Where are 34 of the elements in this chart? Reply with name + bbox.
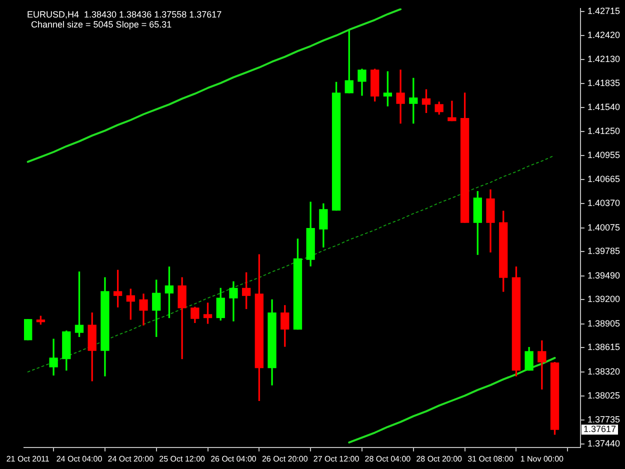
- y-tick-label: 1.39490: [587, 270, 620, 280]
- y-tick-label: 1.39785: [587, 246, 620, 256]
- y-tick-label: 1.40370: [587, 198, 620, 208]
- x-tick-label: 25 Oct 12:00: [159, 454, 206, 464]
- y-tick-label: 1.39200: [587, 294, 620, 304]
- y-tick-label: 1.37735: [587, 414, 620, 424]
- y-tick-label: 1.41835: [587, 78, 620, 88]
- x-tick-label: 24 Oct 04:00: [56, 454, 103, 464]
- y-tick-label: 1.40955: [587, 150, 620, 160]
- x-tick-label: 21 Oct 2011: [6, 454, 50, 464]
- y-tick-label: 1.40665: [587, 174, 620, 184]
- y-tick-label: 1.42715: [587, 6, 620, 16]
- y-tick-label: 1.40075: [587, 222, 620, 232]
- chart-title: EURUSD,H4 1.38430 1.38436 1.37558 1.37617: [27, 9, 222, 20]
- y-tick-label: 1.38615: [587, 342, 620, 352]
- y-tick-label: 1.38320: [587, 366, 620, 376]
- x-tick-label: 1 Nov 00:00: [520, 454, 564, 464]
- line-series: [27, 154, 556, 372]
- x-tick-label: 28 Oct 04:00: [364, 454, 412, 464]
- x-tick-label: 24 Oct 20:00: [108, 454, 154, 464]
- y-tick-label: 1.41250: [587, 126, 620, 136]
- y-tick-label: 1.37440: [587, 438, 620, 449]
- x-tick-label: 26 Oct 20:00: [262, 454, 308, 464]
- x-tick-label: 28 Oct 20:00: [416, 454, 463, 464]
- text: 1.37617: [583, 424, 616, 434]
- y-tick-label: 1.41540: [587, 102, 620, 112]
- y-tick-label: 1.42420: [587, 30, 620, 40]
- x-tick-label: 31 Oct 08:00: [468, 454, 514, 464]
- y-tick-label: 1.38025: [587, 390, 620, 401]
- y-tick-label: 1.38905: [587, 318, 620, 328]
- x-tick-label: 26 Oct 04:00: [210, 454, 257, 464]
- x-tick-label: 27 Oct 12:00: [313, 454, 360, 464]
- text: Channel size = 5045 Slope = 65.31: [31, 19, 172, 30]
- y-tick-label: 1.42130: [587, 54, 620, 64]
